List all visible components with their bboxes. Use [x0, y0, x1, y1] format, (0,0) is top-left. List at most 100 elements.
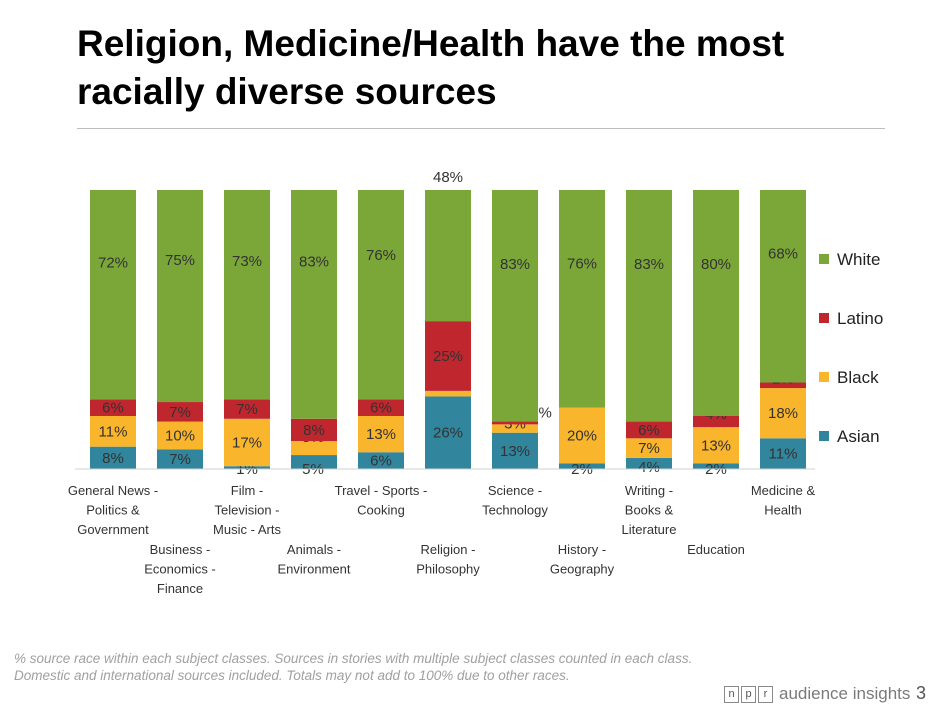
bar-segment-black [157, 421, 203, 450]
legend-label: White [837, 250, 880, 269]
data-label: 13% [500, 443, 530, 460]
category-label: Education [687, 542, 745, 557]
bar-segment-asian [224, 466, 270, 469]
data-label: 68% [768, 246, 798, 263]
bar-segment-black [224, 418, 270, 467]
data-label: 8% [102, 450, 124, 467]
title-divider [77, 128, 885, 129]
category-label: Environment [278, 562, 351, 577]
bar-segment-latino [90, 399, 136, 416]
data-label: 4% [638, 459, 660, 476]
category-label: Business - [150, 542, 211, 557]
bar-segment-black [693, 427, 739, 464]
category-label: Science - [488, 483, 542, 498]
data-label: 7% [638, 440, 660, 457]
bar-segment-latino [358, 399, 404, 416]
data-label: 25% [433, 348, 463, 365]
data-label: 75% [165, 252, 195, 269]
bar-segment-asian [90, 446, 136, 469]
category-label: Health [764, 503, 802, 518]
data-label: 6% [102, 400, 124, 417]
brand-letter-n: n [724, 685, 739, 703]
bar-segment-white [157, 190, 203, 403]
bar-segment-asian [693, 463, 739, 469]
brand-letter-r: r [758, 685, 773, 703]
data-label: 26% [433, 425, 463, 442]
bar-segment-black [425, 390, 471, 397]
bar-segment-latino [626, 421, 672, 439]
bar-segment-black [492, 424, 538, 433]
category-label: Music - Arts [213, 522, 281, 537]
bar-segment-black [291, 441, 337, 456]
brand-letter-p: p [741, 685, 756, 703]
category-label: Medicine & [751, 483, 816, 498]
data-label: 6% [370, 400, 392, 417]
data-label: 8% [303, 422, 325, 439]
bar-segment-white [358, 190, 404, 400]
bar-segment-white [492, 190, 538, 422]
bar-segment-white [626, 190, 672, 422]
bar-segment-asian [626, 457, 672, 469]
data-label: 18% [768, 405, 798, 422]
bar-segment-latino [492, 421, 538, 425]
category-label: Literature [622, 522, 677, 537]
category-label: Travel - Sports - [335, 483, 428, 498]
bar-segment-white [224, 190, 270, 400]
data-label: 20% [567, 428, 597, 445]
category-label: General News - [68, 483, 158, 498]
data-label: 6% [370, 453, 392, 470]
brand-text: audience insights [779, 684, 911, 703]
bar-segment-white [90, 190, 136, 400]
bar-segment-black [358, 415, 404, 453]
bar-segment-asian [358, 452, 404, 469]
data-label: 83% [500, 256, 530, 273]
legend-swatch [819, 313, 829, 323]
bar-segment-black [90, 415, 136, 447]
bar-segment-black [760, 388, 806, 439]
bar-segment-asian [492, 432, 538, 469]
data-label: 11% [99, 423, 128, 440]
data-label: 83% [299, 253, 329, 270]
slide-number: 3 [916, 683, 927, 703]
category-label: Religion - [421, 542, 476, 557]
bar-segment-white [693, 190, 739, 416]
data-label: 72% [98, 255, 128, 272]
category-label: Television - [214, 503, 279, 518]
bar-segment-white [559, 190, 605, 408]
bar-segment-white [760, 190, 806, 383]
data-label: 7% [236, 401, 258, 418]
category-label: Technology [482, 503, 548, 518]
legend-label: Black [837, 368, 879, 387]
bar-segment-black [626, 438, 672, 458]
bar-segment-latino [693, 415, 739, 428]
npr-brand: n p r audience insights [724, 684, 910, 704]
legend-label: Asian [837, 427, 880, 446]
data-label: 76% [366, 247, 396, 264]
bar-segment-latino [760, 382, 806, 389]
legend-swatch [819, 254, 829, 264]
legend-label: Latino [837, 309, 883, 328]
slide-title: Religion, Medicine/Health have the most … [77, 23, 785, 112]
bar-segment-latino [224, 399, 270, 419]
bar-segment-asian [559, 463, 605, 469]
data-label: 13% [701, 437, 731, 454]
footnote: % source race within each subject classe… [14, 651, 693, 683]
category-label: Animals - [287, 542, 341, 557]
stacked-bar-chart: 8% 11% 6% 72% General News - Politics & Govern… [68, 169, 883, 596]
data-label: 11% [769, 446, 798, 463]
category-label: Philosophy [416, 562, 480, 577]
bar-segment-asian [291, 455, 337, 469]
bar-segment-asian [157, 449, 203, 469]
data-label: 7% [169, 404, 191, 421]
data-label: 13% [366, 426, 396, 443]
data-label: 80% [701, 256, 731, 273]
category-label: Finance [157, 581, 203, 596]
bar-segment-latino [291, 418, 337, 442]
data-label: 6% [638, 422, 660, 439]
category-label: Writing - [625, 483, 673, 498]
bar-segment-black [559, 407, 605, 464]
category-label: History - [558, 542, 606, 557]
category-label: Geography [550, 562, 615, 577]
category-label: Books & [625, 503, 674, 518]
data-label: 83% [634, 256, 664, 273]
